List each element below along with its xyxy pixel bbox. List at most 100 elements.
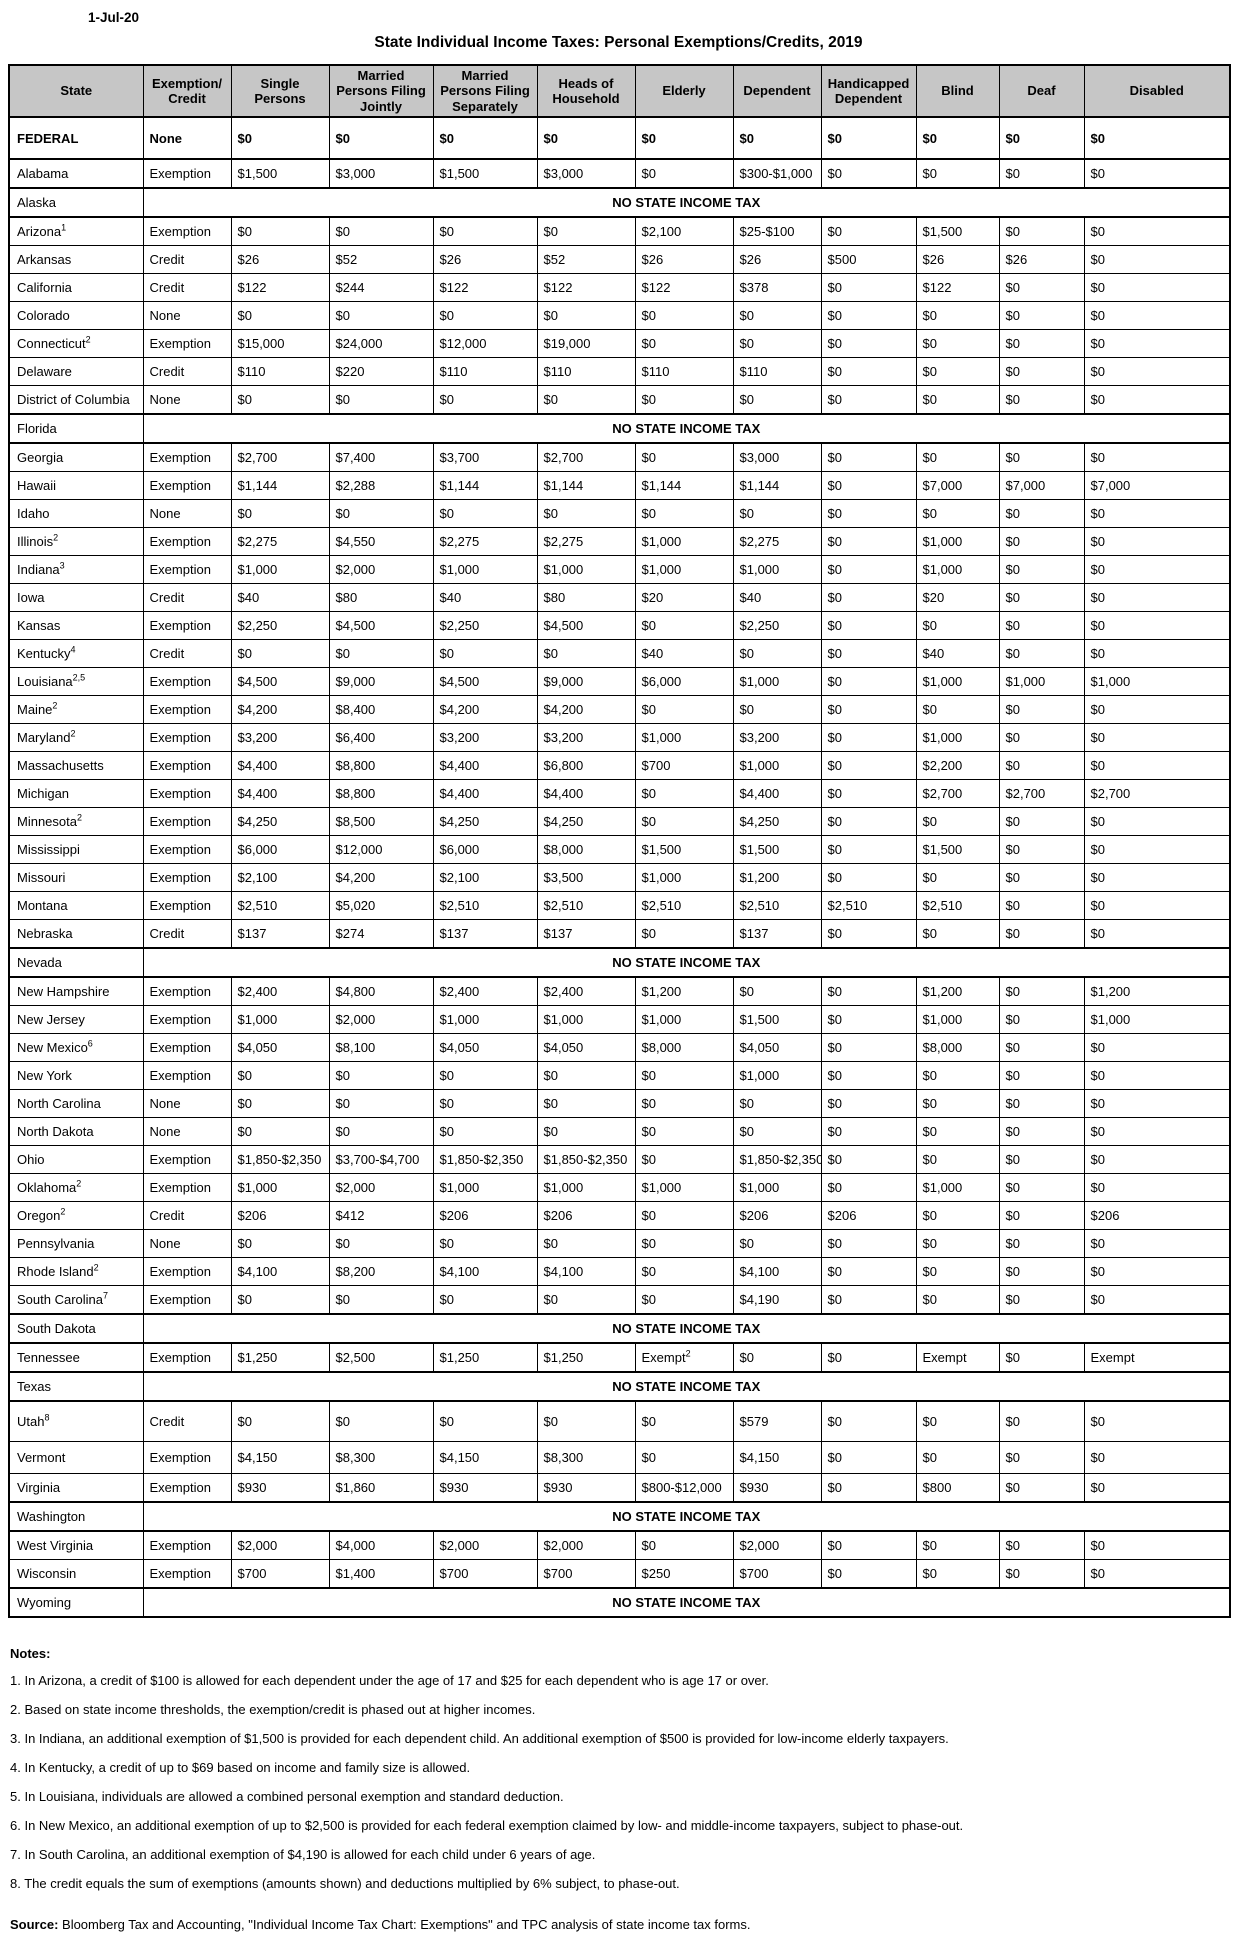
table-row: Missouri Exemption $2,100 $4,200 $2,100 $3,50…	[8, 863, 1231, 892]
value-cell: $0	[915, 1285, 1000, 1315]
table-row: Kentucky4 Credit $0 $0 $0 $0 $40 $0 $0 $40 $0 $0	[8, 639, 1231, 668]
value-cell: $12,000	[328, 835, 434, 864]
value-cell: $2,400	[432, 976, 538, 1006]
value-cell: $26	[230, 245, 330, 274]
value-cell: $1,000	[732, 1061, 822, 1090]
value-cell: $3,200	[230, 723, 330, 752]
value-cell: $8,800	[328, 779, 434, 808]
value-cell: $4,100	[536, 1257, 636, 1286]
column-header-heads-of-household: Heads of Household	[536, 64, 636, 118]
note-item: 1. In Arizona, a credit of $100 is allow…	[10, 1673, 769, 1688]
value-cell: $0	[328, 1229, 434, 1258]
value-cell: $1,000	[915, 555, 1000, 584]
value-cell: $4,400	[230, 751, 330, 780]
value-cell: $2,275	[732, 527, 822, 556]
state-cell: Oklahoma2	[8, 1173, 144, 1202]
value-cell: $137	[432, 919, 538, 949]
table-row: Florida NO STATE INCOME TAX	[8, 413, 1231, 444]
value-cell: $1,000	[634, 723, 734, 752]
value-cell: Exemption	[142, 1342, 232, 1373]
value-cell: $2,510	[820, 891, 917, 920]
value-cell: $0	[732, 301, 822, 330]
value-cell: Exemption	[142, 723, 232, 752]
value-cell: $137	[536, 919, 636, 949]
value-cell: $0	[998, 1441, 1085, 1474]
value-cell: $40	[915, 639, 1000, 668]
value-cell: $9,000	[328, 667, 434, 696]
value-cell: $2,510	[432, 891, 538, 920]
value-cell: $0	[536, 301, 636, 330]
value-cell: $1,000	[230, 1173, 330, 1202]
value-cell: $0	[732, 329, 822, 358]
state-cell: South Carolina7	[8, 1285, 144, 1315]
value-cell: $7,000	[998, 471, 1085, 500]
value-cell: $4,100	[432, 1257, 538, 1286]
state-cell: Utah8	[8, 1400, 144, 1442]
value-cell: $1,000	[915, 1005, 1000, 1034]
value-cell: $1,144	[432, 471, 538, 500]
table-row: Wyoming NO STATE INCOME TAX	[8, 1587, 1231, 1618]
value-cell: $1,500	[432, 158, 538, 189]
state-cell: Arizona1	[8, 216, 144, 246]
value-cell: $8,000	[915, 1033, 1000, 1062]
value-cell: $1,000	[732, 1173, 822, 1202]
value-cell: $0	[634, 1061, 734, 1090]
value-cell: $0	[1083, 1033, 1231, 1062]
value-cell: None	[142, 1089, 232, 1118]
state-cell: Kansas	[8, 611, 144, 640]
value-cell: $0	[998, 555, 1085, 584]
value-cell: $2,000	[328, 555, 434, 584]
value-cell: $0	[820, 667, 917, 696]
value-cell: $1,000	[536, 555, 636, 584]
value-cell: $4,400	[230, 779, 330, 808]
value-cell: $3,500	[536, 863, 636, 892]
value-cell: $4,500	[230, 667, 330, 696]
no-state-income-tax-cell: NO STATE INCOME TAX	[142, 1371, 1231, 1402]
column-header-deaf: Deaf	[998, 64, 1085, 118]
note-item: 8. The credit equals the sum of exemptio…	[10, 1876, 680, 1891]
value-cell: Credit	[142, 357, 232, 386]
value-cell: $0	[732, 1089, 822, 1118]
value-cell: $0	[998, 301, 1085, 330]
column-header-disabled: Disabled	[1083, 64, 1231, 118]
state-cell: North Carolina	[8, 1089, 144, 1118]
value-cell: $4,150	[230, 1441, 330, 1474]
value-cell: $1,500	[634, 835, 734, 864]
state-cell: North Dakota	[8, 1117, 144, 1146]
value-cell: Credit	[142, 1400, 232, 1442]
value-cell: $0	[915, 385, 1000, 415]
value-cell: Exemption	[142, 442, 232, 472]
value-cell: $0	[998, 863, 1085, 892]
state-cell: Georgia	[8, 442, 144, 472]
state-cell: Washington	[8, 1501, 144, 1532]
value-cell: $0	[915, 1089, 1000, 1118]
value-cell: $40	[230, 583, 330, 612]
column-header-blind: Blind	[915, 64, 1000, 118]
value-cell: $800-$12,000	[634, 1473, 734, 1503]
value-cell: $1,200	[634, 976, 734, 1006]
value-cell: Credit	[142, 583, 232, 612]
state-cell: Pennsylvania	[8, 1229, 144, 1258]
value-cell: $0	[1083, 499, 1231, 528]
value-cell: $2,000	[432, 1530, 538, 1560]
value-cell: $0	[820, 611, 917, 640]
value-cell: $0	[998, 751, 1085, 780]
value-cell: $0	[1083, 216, 1231, 246]
value-cell: Exemption	[142, 779, 232, 808]
value-cell: Exemption	[142, 1145, 232, 1174]
value-cell: $4,400	[732, 779, 822, 808]
value-cell: $2,510	[536, 891, 636, 920]
table-row: Maryland2 Exemption $3,200 $6,400 $3,200 $3,2…	[8, 723, 1231, 752]
value-cell: $0	[634, 1229, 734, 1258]
table-row: Nevada NO STATE INCOME TAX	[8, 947, 1231, 978]
value-cell: $0	[230, 1229, 330, 1258]
value-cell: $4,200	[536, 695, 636, 724]
value-cell: $0	[536, 499, 636, 528]
source-line: Source: Bloomberg Tax and Accounting, "I…	[10, 1917, 1229, 1932]
value-cell: $0	[1083, 329, 1231, 358]
value-cell: $206	[732, 1201, 822, 1230]
value-cell: $0	[1083, 1089, 1231, 1118]
column-header-dependent: Dependent	[732, 64, 822, 118]
value-cell: $1,000	[915, 723, 1000, 752]
